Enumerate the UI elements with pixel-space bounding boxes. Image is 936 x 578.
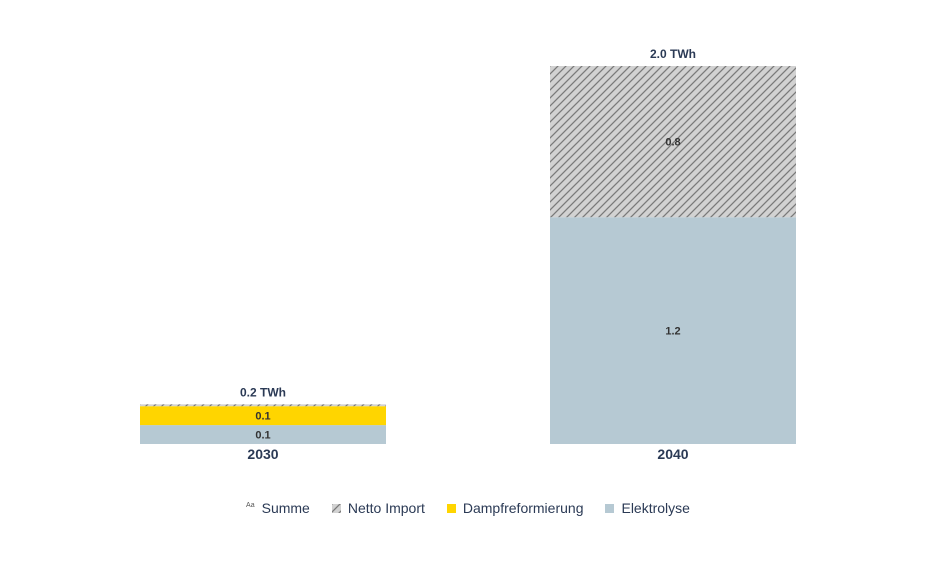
legend-label-dampfreformierung: Dampfreformierung (462, 500, 584, 516)
bar-value-label: 0.1 (255, 411, 270, 423)
x-tick-label: 2030 (247, 446, 278, 462)
total-label: 0.2 TWh (240, 385, 286, 399)
bar-2030-dampfreformierung[interactable] (140, 406, 386, 426)
bar-value-label: 0.1 (255, 430, 270, 442)
dampfreformierung-swatch (446, 503, 456, 513)
netto-import-swatch (331, 503, 341, 513)
legend-item-summe[interactable]: Aa Summe (246, 500, 310, 516)
legend-item-netto-import[interactable]: Netto Import (331, 500, 425, 516)
legend: Aa Summe Netto Import Dampfreformierung … (0, 500, 936, 516)
bar-2030-elektrolyse[interactable] (140, 425, 386, 444)
bar-value-label: 1.2 (665, 326, 680, 338)
bar-2040-elektrolyse[interactable] (550, 217, 796, 444)
text-series-icon: Aa (246, 501, 255, 509)
bar-value-label: 0.8 (665, 137, 680, 149)
elektrolyse-swatch (605, 503, 615, 513)
bars-group: 0.1 0.1 0.2 TWh 2030 1.2 0.8 2.0 TWh 2040 (140, 47, 796, 462)
legend-label-elektrolyse: Elektrolyse (621, 500, 690, 516)
legend-item-dampfreformierung[interactable]: Dampfreformierung (446, 500, 584, 516)
legend-label-netto-import: Netto Import (347, 500, 425, 516)
legend-item-elektrolyse[interactable]: Elektrolyse (605, 500, 690, 516)
x-tick-label: 2040 (657, 446, 688, 462)
bar-2030-netto-import[interactable] (140, 404, 386, 407)
legend-label-summe: Summe (261, 500, 310, 516)
stacked-bar-chart: 0.1 0.1 0.2 TWh 2030 1.2 0.8 2.0 TWh 2040 (140, 47, 796, 462)
total-label: 2.0 TWh (650, 47, 696, 61)
bar-2040-netto-import[interactable] (550, 66, 796, 218)
